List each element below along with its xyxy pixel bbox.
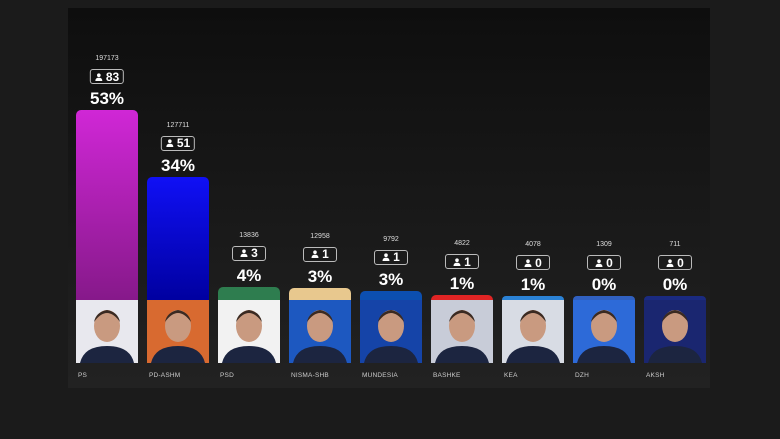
party-label: NISMA-SHB	[291, 372, 329, 379]
percent-label: 34%	[160, 155, 196, 175]
candidate-photo	[431, 300, 493, 363]
votes-label: 4822	[454, 240, 470, 248]
results-chart: 53% 83 197173 PS 34% 51 127711 PD-ASHM 4% 3 13836 P…	[68, 8, 710, 388]
bar	[360, 290, 422, 300]
party-label: KEA	[504, 372, 518, 379]
person-icon	[666, 258, 674, 267]
votes-label: 13836	[239, 231, 259, 239]
seats-count: 83	[105, 69, 120, 84]
person-icon	[524, 258, 532, 267]
person-icon	[240, 249, 248, 258]
percent-label: 1%	[520, 275, 546, 294]
percent-label: 53%	[89, 89, 125, 108]
party-column: 3% 1 12958 NISMA-SHB	[289, 8, 351, 388]
percent-label: 3%	[307, 266, 333, 286]
person-icon	[382, 253, 390, 262]
votes-label: 4078	[525, 241, 541, 248]
seats-badge: 1	[374, 249, 408, 265]
percent-label: 3%	[378, 269, 404, 289]
seats-badge: 3	[232, 245, 266, 261]
seats-badge: 1	[445, 254, 479, 270]
candidate-photo	[502, 300, 564, 363]
person-icon	[166, 139, 174, 148]
seats-count: 0	[677, 255, 684, 270]
seats-count: 3	[251, 246, 258, 261]
seats-badge: 0	[516, 255, 550, 270]
votes-label: 9792	[383, 235, 399, 243]
person-icon	[453, 258, 461, 266]
party-column: 4% 3 13836 PSD	[218, 8, 280, 388]
seats-count: 1	[464, 254, 471, 269]
party-column: 34% 51 127711 PD-ASHM	[147, 8, 209, 388]
party-label: DZH	[575, 372, 589, 379]
party-column: 53% 83 197173 PS	[76, 8, 138, 388]
candidate-photo	[147, 300, 209, 363]
party-column: 1% 1 4822 BASHKE	[431, 8, 493, 388]
seats-count: 0	[535, 255, 542, 270]
bar	[289, 287, 351, 300]
seats-count: 1	[393, 250, 400, 265]
percent-label: 0%	[591, 275, 617, 294]
bar	[431, 295, 493, 300]
candidate-photo	[218, 300, 280, 363]
party-label: BASHKE	[433, 372, 461, 379]
bar	[76, 110, 138, 300]
person-icon	[95, 72, 103, 81]
candidate-photo	[289, 300, 351, 363]
bar	[218, 286, 280, 300]
seats-badge: 83	[89, 69, 125, 84]
party-column: 0% 0 1309 DZH	[573, 8, 635, 388]
party-label: PS	[78, 372, 88, 379]
candidate-photo	[360, 300, 422, 363]
bar	[573, 296, 635, 300]
votes-label: 1309	[596, 241, 612, 248]
party-label: PSD	[220, 372, 234, 379]
candidate-photo	[644, 300, 706, 363]
seats-badge: 1	[303, 246, 337, 262]
votes-label: 197173	[95, 55, 119, 62]
percent-label: 0%	[662, 275, 688, 294]
seats-badge: 51	[160, 135, 196, 151]
percent-label: 4%	[236, 265, 262, 285]
party-column: 0% 0 711 AKSH	[644, 8, 706, 388]
bar	[644, 296, 706, 300]
party-label: PD-ASHM	[149, 372, 181, 379]
party-column: 1% 0 4078 KEA	[502, 8, 564, 388]
person-icon	[311, 250, 319, 258]
party-label: AKSH	[646, 372, 665, 379]
votes-label: 12958	[310, 232, 330, 240]
party-column: 3% 1 9792 MUNDESIA	[360, 8, 422, 388]
seats-count: 1	[322, 247, 329, 261]
candidate-photo	[76, 300, 138, 363]
seats-badge: 0	[658, 255, 692, 270]
percent-label: 1%	[449, 274, 475, 294]
seats-count: 51	[176, 136, 191, 151]
bar	[147, 176, 209, 300]
bar	[502, 296, 564, 300]
candidate-photo	[573, 300, 635, 363]
votes-label: 711	[669, 241, 681, 248]
votes-label: 127711	[166, 121, 190, 129]
person-icon	[595, 258, 603, 267]
seats-badge: 0	[587, 255, 621, 270]
party-label: MUNDESIA	[362, 372, 398, 379]
seats-count: 0	[606, 255, 613, 270]
